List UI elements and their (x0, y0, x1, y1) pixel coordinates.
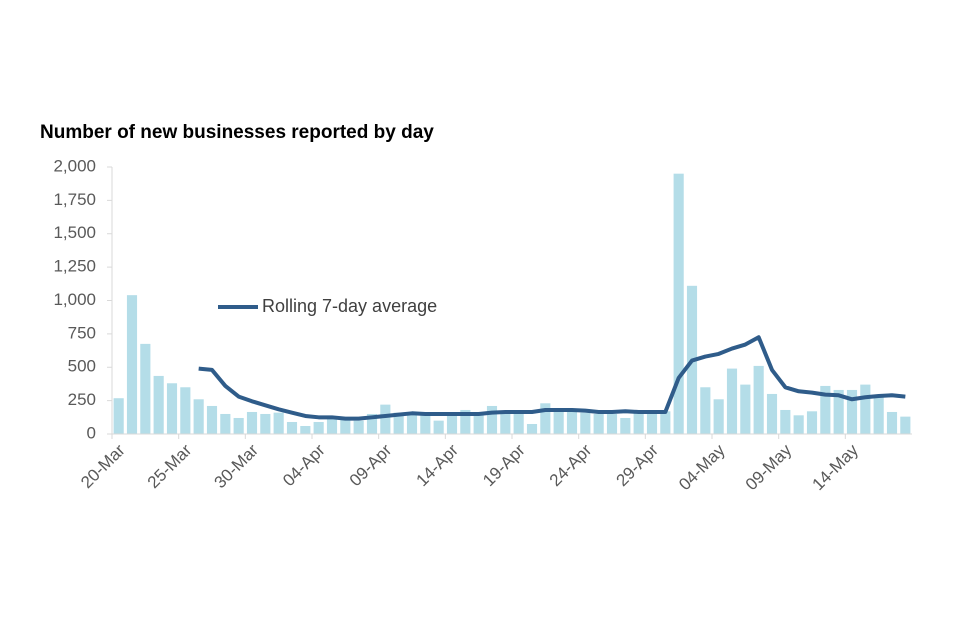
y-tick-label: 1,750 (53, 190, 96, 209)
x-tick-label: 25-Mar (144, 440, 196, 492)
legend-label: Rolling 7-day average (262, 296, 437, 316)
bar (326, 417, 338, 434)
bar (140, 343, 151, 434)
bar (820, 385, 831, 434)
y-tick-label: 1,000 (53, 290, 96, 309)
y-tick-label: 0 (87, 423, 96, 442)
bar (620, 417, 631, 434)
bar (233, 417, 244, 434)
chart-title: Number of new businesses reported by day (40, 122, 434, 143)
y-tick-label: 1,500 (53, 223, 96, 242)
bar (340, 419, 351, 434)
bar (300, 425, 311, 434)
bar (886, 411, 898, 434)
bar (900, 416, 911, 434)
bar (153, 375, 164, 434)
bar (860, 384, 871, 434)
bar (580, 412, 591, 434)
bar (126, 295, 138, 434)
x-tick-label: 14-Apr (412, 440, 462, 490)
x-tick-label: 09-Apr (346, 440, 396, 490)
bar (366, 413, 378, 434)
bar (113, 398, 124, 434)
x-tick-label: 19-Apr (479, 440, 529, 490)
bar (393, 412, 404, 434)
bar (220, 413, 231, 434)
x-tick-label: 04-May (675, 440, 729, 494)
y-tick-label: 2,000 (53, 156, 96, 175)
x-tick-label: 30-Mar (210, 440, 262, 492)
bar (713, 399, 724, 434)
line (198, 335, 906, 421)
bar (246, 411, 258, 434)
bar (660, 411, 671, 434)
bar (206, 405, 218, 434)
bar (553, 409, 564, 434)
y-tick-label: 1,250 (53, 257, 96, 276)
y-tick-label: 500 (68, 357, 96, 376)
x-tick-label: 29-Apr (612, 440, 662, 490)
bar (433, 420, 444, 434)
y-tick-label: 250 (68, 390, 96, 409)
bar (460, 409, 471, 434)
bar (380, 404, 391, 434)
bar (593, 413, 604, 434)
bar (500, 412, 511, 434)
bar (633, 412, 644, 434)
x-tick-label: 14-May (808, 440, 862, 494)
x-tick-label: 24-Apr (546, 440, 596, 490)
bar (420, 415, 431, 434)
x-tick-label: 04-Apr (279, 440, 329, 490)
bar (846, 389, 858, 434)
bar (473, 413, 484, 434)
y-tick-label: 750 (68, 323, 96, 342)
bar (166, 383, 178, 434)
bar (873, 395, 884, 434)
bar (353, 420, 364, 434)
bar (793, 415, 804, 434)
bar (180, 387, 191, 434)
bar (700, 387, 711, 434)
bar (566, 411, 578, 434)
bar (766, 393, 778, 434)
bar (526, 423, 538, 434)
bar (486, 405, 498, 434)
bar (726, 368, 738, 434)
bar (806, 411, 818, 434)
bar (646, 413, 658, 434)
bar (780, 409, 791, 434)
x-tick-label: 09-May (742, 440, 796, 494)
bar (406, 413, 418, 434)
bar (260, 413, 271, 434)
bar (540, 403, 551, 434)
bar (286, 421, 298, 434)
bar (606, 413, 618, 434)
bar (513, 412, 524, 434)
bar (753, 365, 764, 434)
bar (740, 384, 751, 434)
bar (446, 415, 458, 434)
bar (313, 421, 324, 434)
bar (673, 173, 684, 435)
bar (193, 399, 204, 434)
bar (833, 389, 844, 434)
bar (273, 412, 284, 434)
x-tick-label: 20-Mar (77, 440, 129, 492)
